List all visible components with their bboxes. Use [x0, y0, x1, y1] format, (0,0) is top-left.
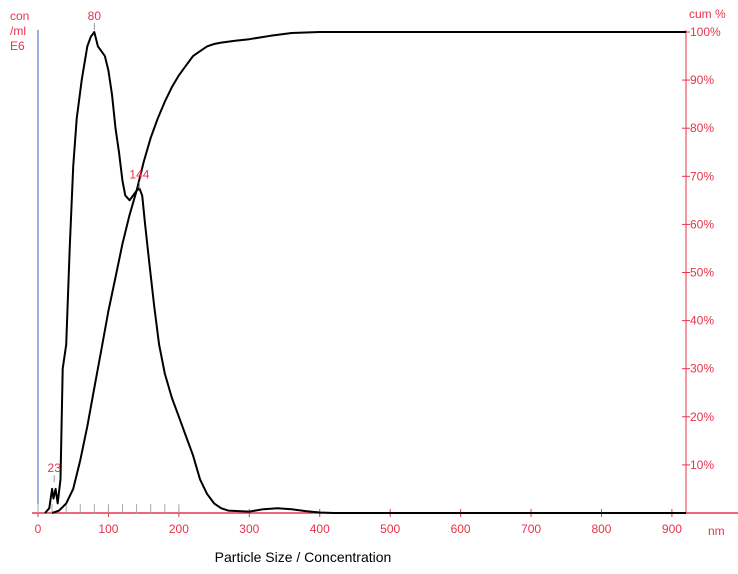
peak-label: 144: [129, 168, 149, 182]
right-axis-label: cum %: [689, 7, 726, 21]
x-axis-unit: nm: [708, 524, 725, 538]
concentration-curve: [44, 31, 686, 514]
x-tick-label: 100: [98, 522, 118, 536]
right-tick-label: 80%: [690, 121, 714, 135]
chart-caption: Particle Size / Concentration: [215, 549, 392, 565]
right-axis-ticks: 10% 20% 30% 40% 50% 60% 70% 80% 90% 100%: [682, 25, 721, 472]
right-tick-label: 20%: [690, 410, 714, 424]
x-tick-label: 300: [239, 522, 259, 536]
x-tick-label: 500: [380, 522, 400, 536]
x-tick-label: 900: [662, 522, 682, 536]
right-tick-label: 30%: [690, 362, 714, 376]
right-tick-label: 60%: [690, 217, 714, 231]
x-axis-minor-ticks: [37, 504, 180, 513]
x-tick-label: 200: [169, 522, 189, 536]
x-tick-label: 800: [591, 522, 611, 536]
series-group: [44, 31, 686, 514]
left-axis-label-line-1: con: [10, 9, 29, 23]
left-axis-label-line-3: E6: [10, 39, 25, 53]
left-axis-label-line-2: /ml: [10, 24, 26, 38]
x-tick-label: 600: [451, 522, 471, 536]
peak-label: 23: [48, 461, 62, 475]
right-tick-label: 100%: [690, 25, 721, 39]
right-tick-label: 40%: [690, 314, 714, 328]
x-tick-label: 0: [35, 522, 42, 536]
right-tick-label: 50%: [690, 266, 714, 280]
x-tick-label: 700: [521, 522, 541, 536]
right-tick-label: 90%: [690, 73, 714, 87]
cumulative-curve: [51, 31, 686, 514]
right-tick-label: 70%: [690, 169, 714, 183]
peak-labels: 80 144 23: [48, 9, 150, 483]
x-axis-ticks: 0 100 200 300 400 500 600 700 800 900: [35, 509, 682, 536]
right-tick-label: 10%: [690, 458, 714, 472]
x-tick-label: 400: [310, 522, 330, 536]
peak-label: 80: [88, 9, 102, 23]
